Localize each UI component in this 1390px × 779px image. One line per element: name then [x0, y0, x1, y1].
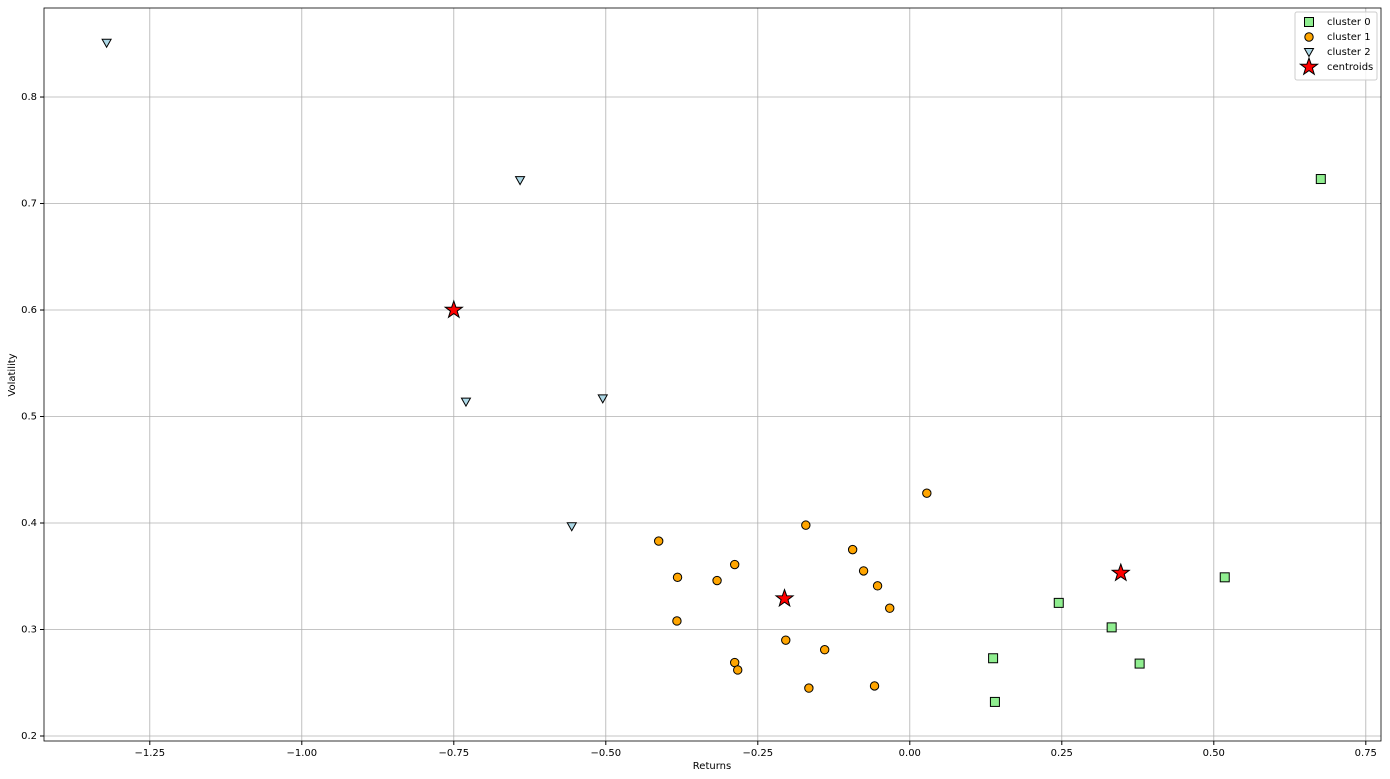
y-tick-label: 0.8 — [21, 92, 37, 103]
legend-label: cluster 1 — [1327, 32, 1371, 43]
legend-marker — [1298, 56, 1320, 76]
x-tick-label: −0.50 — [590, 748, 621, 759]
point — [514, 176, 526, 186]
y-tick-label: 0.5 — [21, 412, 37, 423]
point — [885, 603, 895, 613]
x-axis-label: Returns — [693, 761, 731, 772]
x-tick-label: −0.75 — [438, 748, 469, 759]
legend-label: cluster 0 — [1327, 17, 1371, 28]
point — [443, 299, 464, 319]
x-tick-label: 0.50 — [1203, 748, 1225, 759]
x-tick-label: −1.00 — [286, 748, 317, 759]
point — [1110, 562, 1131, 582]
point — [1106, 622, 1117, 633]
legend-marker — [1303, 48, 1315, 58]
x-tick-label: −1.25 — [134, 748, 165, 759]
y-axis-label: Volatility — [7, 353, 18, 396]
point — [566, 522, 578, 532]
point — [858, 566, 869, 576]
legend-label: cluster 2 — [1327, 47, 1371, 58]
point — [672, 572, 683, 583]
point — [774, 588, 795, 608]
point — [922, 488, 932, 498]
y-tick-label: 0.6 — [21, 305, 37, 316]
point — [1219, 572, 1230, 583]
point — [869, 681, 880, 691]
point — [847, 544, 858, 555]
point — [1315, 174, 1326, 185]
legend-box — [1294, 11, 1378, 81]
point — [804, 683, 814, 693]
legend-marker — [1304, 17, 1314, 27]
x-tick-label: 0.75 — [1355, 748, 1377, 759]
point — [1053, 597, 1064, 608]
point — [672, 616, 682, 626]
point — [988, 653, 999, 664]
point — [460, 397, 472, 408]
point — [712, 575, 722, 586]
legend-marker — [1304, 32, 1314, 42]
point — [989, 696, 1000, 707]
y-tick-label: 0.7 — [21, 199, 37, 210]
y-tick-label: 0.2 — [21, 731, 37, 742]
point — [1134, 658, 1145, 669]
x-tick-label: 0.25 — [1051, 748, 1073, 759]
point — [872, 581, 883, 591]
point — [729, 559, 740, 570]
point — [597, 394, 609, 404]
legend-label: centroids — [1327, 62, 1373, 73]
point — [101, 38, 112, 49]
point — [733, 665, 743, 675]
x-tick-label: 0.00 — [899, 748, 921, 759]
x-tick-label: −0.25 — [742, 748, 773, 759]
point — [819, 645, 830, 655]
plot-frame — [43, 7, 1382, 742]
point — [781, 635, 791, 645]
point — [653, 536, 664, 546]
y-tick-label: 0.4 — [21, 518, 37, 529]
y-tick-label: 0.3 — [21, 625, 37, 636]
point — [801, 520, 811, 530]
